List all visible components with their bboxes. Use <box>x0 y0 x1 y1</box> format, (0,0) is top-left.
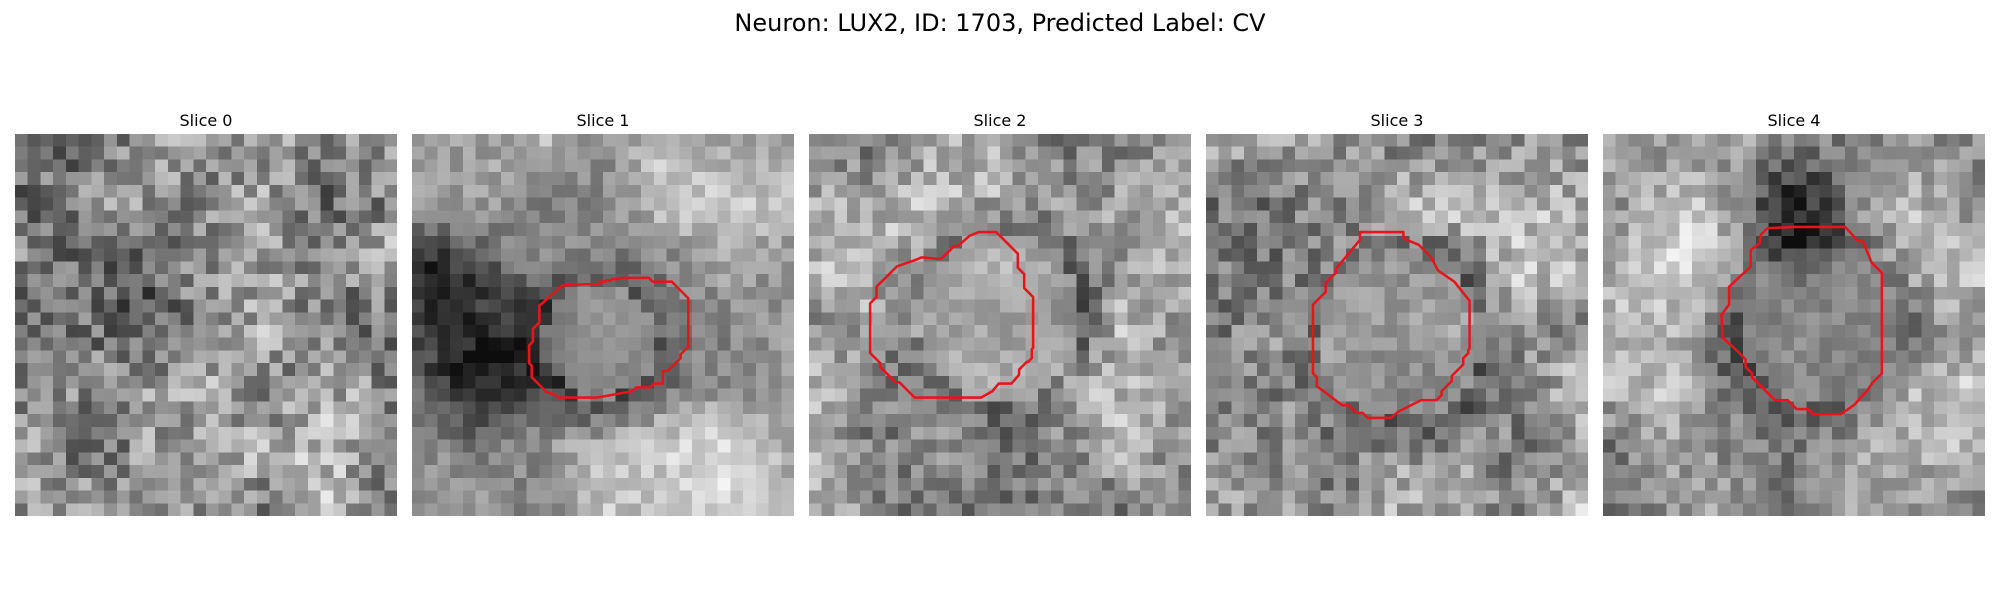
microscopy-slice-image <box>809 134 1191 516</box>
roi-contour <box>1311 230 1471 420</box>
microscopy-slice-image <box>1603 134 1985 516</box>
roi-contour <box>527 276 690 399</box>
slice-panel-3: Slice 3 <box>1206 108 1588 516</box>
slice-title: Slice 3 <box>1370 111 1424 130</box>
slice-title: Slice 0 <box>179 111 233 130</box>
slice-panel-2: Slice 2 <box>809 108 1191 516</box>
slice-title: Slice 2 <box>973 111 1027 130</box>
slice-title: Slice 1 <box>576 111 630 130</box>
slice-panel-1: Slice 1 <box>412 108 794 516</box>
figure-title: Neuron: LUX2, ID: 1703, Predicted Label:… <box>734 9 1266 37</box>
roi-contour <box>868 230 1035 399</box>
microscopy-slice-image <box>412 134 794 516</box>
microscopy-slice-image <box>1206 134 1588 516</box>
slice-panel-4: Slice 4 <box>1603 108 1985 516</box>
slice-title: Slice 4 <box>1767 111 1821 130</box>
slice-panel-0: Slice 0 <box>15 108 397 516</box>
microscopy-slice-image <box>15 134 397 516</box>
roi-contour <box>1720 225 1884 416</box>
